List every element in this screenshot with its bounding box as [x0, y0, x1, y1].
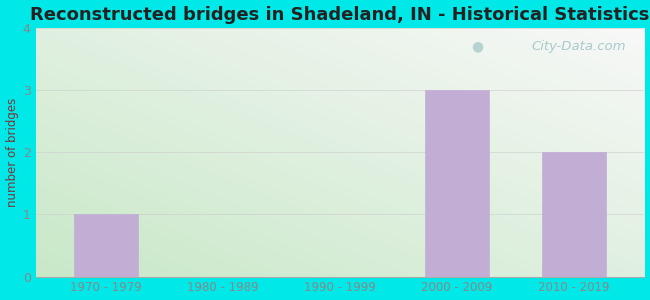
Bar: [542, 152, 606, 277]
Y-axis label: number of bridges: number of bridges: [6, 98, 19, 207]
Bar: [425, 90, 489, 277]
Text: ●: ●: [471, 39, 483, 53]
Bar: [73, 214, 138, 277]
Title: Reconstructed bridges in Shadeland, IN - Historical Statistics: Reconstructed bridges in Shadeland, IN -…: [31, 6, 650, 24]
Text: City-Data.com: City-Data.com: [532, 40, 626, 53]
